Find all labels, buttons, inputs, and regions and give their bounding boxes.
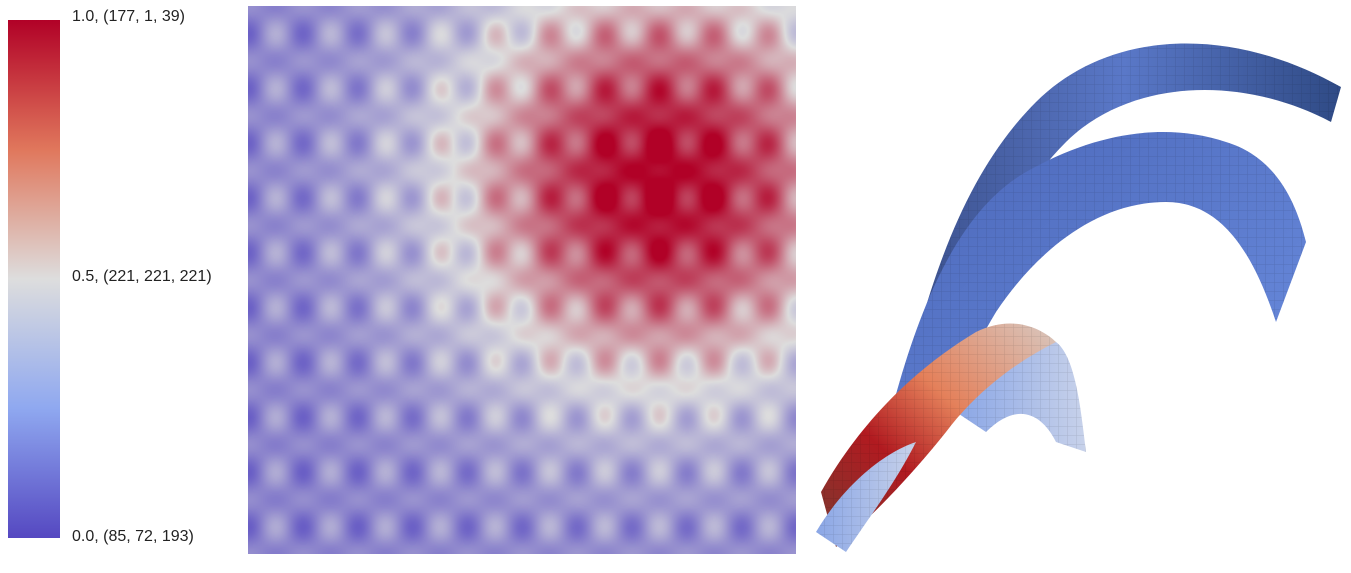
colorbar-label-min: 0.0, (85, 72, 193) <box>72 528 194 545</box>
3d-surface-panel <box>816 43 1341 552</box>
colorbar-label-mid: 0.5, (221, 221, 221) <box>72 268 212 285</box>
colorbar <box>8 20 60 538</box>
colorbar-label-max: 1.0, (177, 1, 39) <box>72 8 185 25</box>
heatmap-panel <box>248 6 796 554</box>
